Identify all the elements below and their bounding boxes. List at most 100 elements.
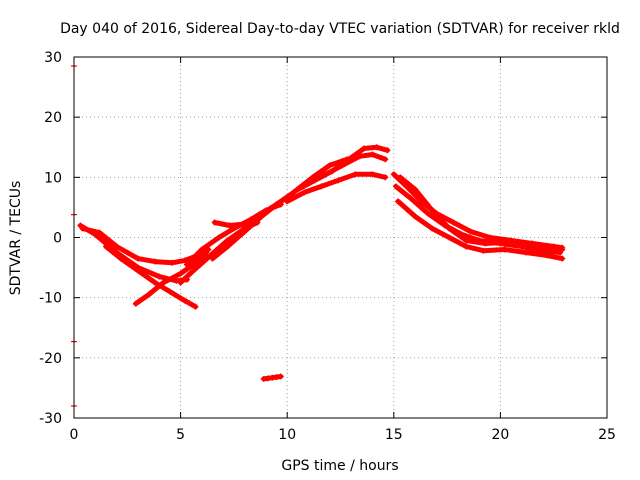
data-point [522, 249, 529, 256]
data-point [224, 237, 231, 244]
series-line [395, 198, 565, 262]
data-point [241, 228, 248, 235]
data-point [407, 195, 414, 202]
data-point [369, 151, 376, 158]
data-point [145, 291, 152, 298]
series-arc-k [306, 152, 388, 186]
data-point [192, 303, 199, 310]
data-point [373, 144, 380, 151]
data-point [252, 216, 259, 223]
series-line [133, 250, 209, 307]
data-point [382, 156, 389, 163]
data-point [294, 186, 301, 193]
data-point [169, 259, 176, 266]
data-point [356, 153, 363, 160]
data-point [559, 246, 566, 253]
data-point [395, 198, 402, 205]
x-tick-label: 0 [70, 427, 79, 443]
data-point [446, 234, 453, 241]
data-point [183, 261, 190, 268]
data-point [429, 207, 436, 214]
data-point [463, 243, 470, 250]
data-point [226, 222, 233, 229]
data-point [277, 373, 284, 380]
y-tick-label: 10 [44, 170, 62, 186]
data-point [117, 255, 124, 262]
data-point [546, 245, 553, 252]
y-tick-label: -20 [39, 351, 62, 367]
data-point [301, 189, 308, 196]
data-point [397, 174, 404, 181]
data-point [326, 162, 333, 169]
data-point [352, 171, 359, 178]
data-point [134, 267, 141, 274]
data-point [239, 221, 246, 228]
y-tick-label: 20 [44, 110, 62, 126]
data-point [224, 243, 231, 250]
data-point [429, 225, 436, 232]
data-point [450, 219, 457, 226]
data-point [267, 205, 274, 212]
axis-ticks [73, 56, 608, 419]
data-point [134, 255, 141, 262]
series-arc-m [393, 183, 563, 255]
x-tick-label: 25 [598, 427, 616, 443]
data-point [305, 180, 312, 187]
data-point [525, 241, 532, 248]
x-tick-label: 5 [176, 427, 185, 443]
data-point [177, 270, 184, 277]
data-point [480, 247, 487, 254]
series-line [306, 152, 388, 186]
y-tick-label: 30 [44, 50, 62, 66]
data-point [482, 240, 489, 247]
data-point [322, 171, 329, 178]
data-point [559, 255, 566, 262]
x-tick-labels: 0 5 10 15 20 25 [70, 427, 616, 443]
data-point [318, 183, 325, 190]
data-point [544, 252, 551, 259]
series-arc-n [395, 198, 565, 262]
data-point [467, 228, 474, 235]
data-point [260, 375, 267, 382]
data-point [203, 249, 210, 256]
data-point [269, 374, 276, 381]
series-line [397, 174, 565, 252]
data-point [335, 177, 342, 184]
x-tick-label: 20 [491, 427, 509, 443]
y-tick-label: -30 [39, 411, 62, 427]
y-axis-label: SDTVAR / TECUs [8, 181, 24, 296]
data-point [384, 147, 391, 154]
data-point [503, 239, 510, 246]
data-point [152, 279, 159, 286]
y-tick-labels: -30 -20 -10 0 10 20 30 [39, 50, 62, 427]
data-point [156, 273, 163, 280]
data-point [446, 225, 453, 232]
series-arc-o [397, 174, 565, 252]
data-point [463, 237, 470, 244]
data-point [279, 197, 286, 204]
data-point [211, 219, 218, 226]
data-point [339, 162, 346, 169]
data-point [181, 257, 188, 264]
data-point [501, 246, 508, 253]
x-tick-label: 15 [385, 427, 403, 443]
data-point [424, 210, 431, 217]
data-point [190, 267, 197, 274]
series-arc-d [133, 250, 209, 307]
data-point [290, 189, 297, 196]
data-point [392, 183, 399, 190]
data-point [152, 258, 159, 265]
data-point [209, 255, 216, 262]
data-point [265, 375, 272, 382]
data-point [173, 277, 180, 284]
data-point [369, 171, 376, 178]
data-point [273, 374, 280, 381]
data-points [71, 65, 566, 407]
data-point [166, 288, 173, 295]
series-line [393, 183, 563, 255]
x-tick-label: 10 [278, 427, 296, 443]
data-point [96, 229, 103, 236]
data-point [190, 261, 197, 268]
